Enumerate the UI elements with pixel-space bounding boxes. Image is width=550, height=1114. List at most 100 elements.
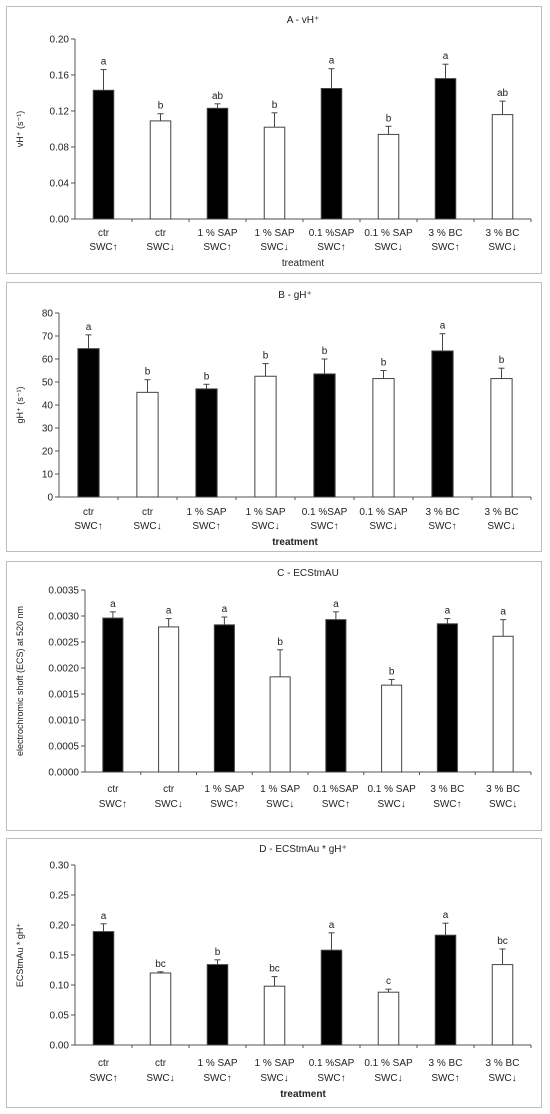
x-tick-label: ctr [107, 784, 119, 795]
significance-letter: a [500, 607, 506, 618]
y-tick-label: 0.0015 [48, 690, 79, 701]
bar [149, 972, 172, 1046]
bar [92, 931, 115, 1046]
bar [136, 391, 159, 498]
chart-panel-b: B - gH⁺ 0 10 20 30 40 50 60 70 80 gH⁺ (s⁻¹) a ctr SWC… [6, 282, 542, 552]
x-tick-label: SWC↑ [431, 1073, 459, 1084]
bar [263, 126, 286, 220]
bar [195, 388, 218, 498]
chart-panel-d: D - ECStmAu * gH⁺ 0.00 0.05 0.10 0.15 0.20 0.2… [6, 838, 542, 1108]
significance-letter: a [101, 911, 107, 922]
x-tick-label: 1 % SAP [186, 507, 226, 518]
significance-letter: a [166, 606, 172, 617]
chart-panel-c: C - ECStmAU 0.0000 0.0005 0.0010 0.0015 0.002… [6, 561, 542, 831]
bar [149, 120, 172, 220]
x-tick-label: SWC↑ [74, 521, 102, 532]
significance-letter: b [277, 637, 283, 648]
y-tick-label: 0.0005 [48, 742, 79, 753]
x-tick-label: SWC↓ [133, 521, 161, 532]
x-tick-label: ctr [98, 228, 110, 239]
bar [490, 378, 513, 498]
chart-a-svg: A - vH⁺ 0.00 0.04 0.08 0.12 0.16 0.20 vH⁺ (s⁻¹)… [15, 15, 532, 269]
bar [377, 991, 400, 1046]
x-tick-label: SWC↑ [203, 242, 231, 253]
significance-letter: a [443, 910, 449, 921]
significance-letter: a [110, 599, 116, 610]
bar [434, 934, 457, 1046]
y-tick-label: 0.05 [50, 1011, 70, 1022]
chart-panel-a: A - vH⁺ 0.00 0.04 0.08 0.12 0.16 0.20 vH⁺ (s⁻¹)… [6, 6, 542, 274]
x-tick-label: SWC↑ [192, 521, 220, 532]
y-tick-label: 0.0020 [48, 664, 79, 675]
y-tick-label: 0 [47, 493, 53, 504]
x-tick-label: ctr [155, 1058, 167, 1069]
y-tick-label: 0.0010 [48, 716, 79, 727]
bar [206, 107, 229, 220]
x-axis-label: treatment [282, 258, 324, 269]
x-tick-label: SWC↑ [310, 521, 338, 532]
significance-letter: b [215, 947, 221, 958]
y-tick-label: 0.0030 [48, 612, 79, 623]
significance-letter: a [101, 57, 107, 68]
x-tick-label: SWC↑ [317, 1073, 345, 1084]
bar [436, 623, 458, 773]
significance-letter: b [204, 371, 210, 382]
significance-letter: a [445, 606, 451, 617]
y-tick-label: 20 [42, 447, 54, 458]
bar [92, 89, 115, 220]
bar [377, 133, 400, 220]
x-tick-label: SWC↑ [203, 1073, 231, 1084]
x-tick-label: SWC↓ [377, 799, 405, 810]
x-tick-label: SWC↓ [260, 242, 288, 253]
x-tick-label: 0.1 %SAP [309, 228, 355, 239]
bar [372, 378, 395, 498]
bar [431, 350, 454, 498]
x-tick-label: ctr [83, 507, 95, 518]
x-tick-label: 3 % BC [485, 507, 519, 518]
bar [269, 676, 291, 773]
y-tick-label: 70 [42, 332, 54, 343]
bar [263, 985, 286, 1046]
bar [77, 348, 100, 498]
chart-c-svg: C - ECStmAU 0.0000 0.0005 0.0010 0.0015 0.002… [15, 568, 532, 810]
x-tick-label: SWC↑ [428, 521, 456, 532]
y-tick-label: 0.10 [50, 981, 70, 992]
x-tick-label: 0.1 % SAP [367, 784, 416, 795]
significance-letter: a [440, 321, 446, 332]
x-tick-label: 0.1 % SAP [364, 1058, 413, 1069]
y-tick-label: 50 [42, 378, 54, 389]
bar [491, 114, 514, 220]
significance-letter: a [329, 920, 335, 931]
x-tick-label: 0.1 % SAP [359, 507, 408, 518]
significance-letter: ab [497, 88, 509, 99]
bar [313, 373, 336, 498]
x-tick-label: SWC↓ [266, 799, 294, 810]
bar [491, 964, 514, 1046]
chart-b-svg: B - gH⁺ 0 10 20 30 40 50 60 70 80 gH⁺ (s⁻¹) a ctr SWC… [15, 290, 532, 548]
x-tick-label: 3 % BC [486, 1058, 520, 1069]
y-tick-label: 80 [42, 309, 54, 320]
significance-letter: ab [212, 91, 224, 102]
x-tick-label: 1 % SAP [197, 1058, 237, 1069]
significance-letter: b [272, 100, 278, 111]
y-axis-label: electrochromic shoft (ECS) at 520 nm [15, 606, 25, 756]
y-tick-label: 0.0035 [48, 586, 79, 597]
significance-letter: b [499, 355, 505, 366]
x-tick-label: 1 % SAP [204, 784, 244, 795]
x-tick-label: 3 % BC [429, 228, 463, 239]
chart-d-svg: D - ECStmAu * gH⁺ 0.00 0.05 0.10 0.15 0.20 0.2… [15, 844, 532, 1100]
x-tick-label: SWC↑ [99, 799, 127, 810]
x-tick-label: ctr [142, 507, 154, 518]
significance-letter: bc [155, 959, 166, 970]
significance-letter: bc [497, 936, 508, 947]
significance-letter: b [389, 666, 395, 677]
x-tick-label: SWC↑ [431, 242, 459, 253]
y-tick-label: 60 [42, 355, 54, 366]
x-tick-label: SWC↑ [89, 1073, 117, 1084]
x-axis-label: treatment [272, 537, 318, 548]
x-tick-label: SWC↓ [374, 242, 402, 253]
x-tick-label: SWC↓ [251, 521, 279, 532]
x-tick-label: 1 % SAP [260, 784, 300, 795]
x-tick-label: SWC↓ [488, 242, 516, 253]
x-tick-label: 0.1 %SAP [309, 1058, 355, 1069]
